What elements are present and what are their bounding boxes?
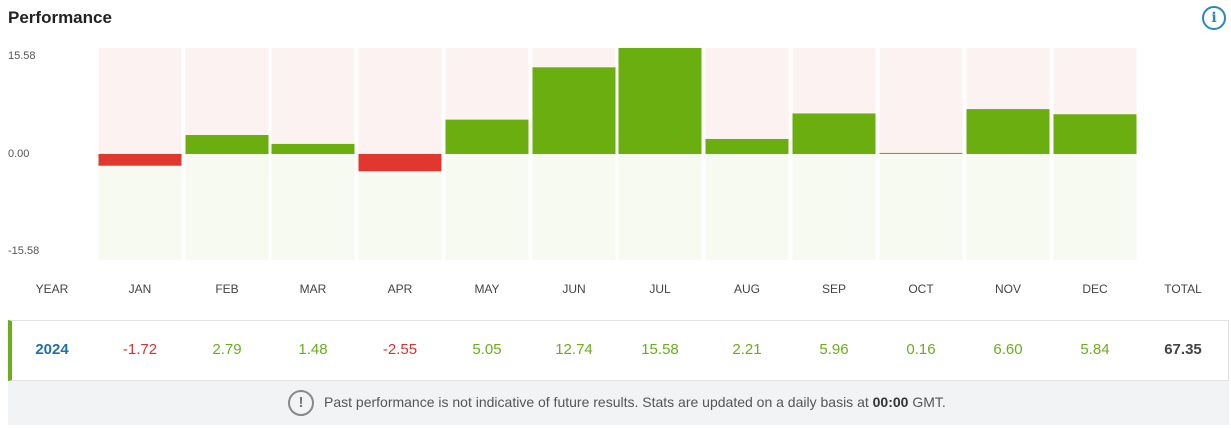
chart-plot [98,48,1137,260]
y-tick-label-max: 15.58 [8,50,36,62]
bar-background-top [705,48,789,154]
column-header-jan: JAN [128,282,152,296]
cell-feb: 2.79 [212,341,242,358]
year-link[interactable]: 2024 [35,341,69,358]
bar-background-bottom [445,154,529,260]
bar-mar[interactable] [271,143,355,154]
cell-jul: 15.58 [641,341,679,358]
bar-may[interactable] [445,119,529,154]
bar-background-top [358,48,442,154]
bar-background-bottom [966,154,1050,260]
bar-background-bottom [185,154,269,260]
cell-mar: 1.48 [298,341,328,358]
column-headers: YEAR JAN FEB MAR APR MAY JUN JUL AUG SEP OCT NOV DEC… [0,282,1231,298]
cell-total: 67.35 [1164,341,1202,358]
column-header-dec: DEC [1082,282,1108,296]
column-header-aug: AUG [733,282,760,296]
y-tick-label-min: -15.58 [8,245,40,257]
table-row: 2024 -1.72 2.79 1.48 -2.55 5.05 12.74 15.58 2.21… [8,320,1229,381]
cell-nov: 6.60 [993,341,1023,358]
column-header-nov: NOV [994,282,1021,296]
column-header-apr: APR [387,282,413,296]
bar-background-top [98,48,182,154]
cell-may: 5.05 [472,341,502,358]
cell-jun: 12.74 [555,341,593,358]
column-header-mar: MAR [299,282,327,296]
column-header-feb: FEB [215,282,239,296]
column-header-jul: JUL [649,282,671,296]
disclaimer-text: Past performance is not indicative of fu… [324,394,946,410]
bar-feb[interactable] [185,135,269,154]
bar-apr[interactable] [358,154,442,172]
bar-background-bottom [618,154,702,260]
column-header-oct: OCT [908,282,934,296]
performance-chart: 15.58 0.00 -15.58 [0,40,1231,265]
column-header-sep: SEP [821,282,846,296]
bar-nov[interactable] [966,109,1050,154]
bar-sep[interactable] [792,113,876,154]
footer-note: ! Past performance is not indicative of … [8,381,1229,425]
cell-jan: -1.72 [122,341,158,358]
column-header-year: YEAR [35,282,69,296]
bar-background-bottom [271,154,355,260]
bar-background-bottom [879,154,963,260]
bar-jun[interactable] [532,67,616,154]
cell-oct: 0.16 [906,341,936,358]
y-tick-label-zero: 0.00 [8,148,30,160]
bar-dec[interactable] [1053,114,1137,154]
cell-aug: 2.21 [732,341,762,358]
column-header-may: MAY [474,282,500,296]
bar-background-bottom [705,154,789,260]
page-title: Performance [8,8,112,27]
bar-jan[interactable] [98,154,182,166]
cell-sep: 5.96 [819,341,849,358]
cell-apr: -2.55 [382,341,418,358]
bar-background-bottom [98,154,182,260]
bar-background-top [879,48,963,154]
column-header-jun: JUN [562,282,586,296]
bar-background-bottom [792,154,876,260]
cell-dec: 5.84 [1080,341,1110,358]
header: Performance i [0,0,1231,36]
bar-background-top [271,48,355,154]
column-header-total: TOTAL [1164,282,1202,296]
bar-background-bottom [532,154,616,260]
info-icon[interactable]: i [1202,6,1226,30]
bar-oct[interactable] [879,152,963,154]
bar-background-bottom [358,154,442,260]
warning-icon: ! [288,390,314,416]
bar-background-bottom [1053,154,1137,260]
bar-aug[interactable] [705,138,789,154]
bar-jul[interactable] [618,48,702,154]
